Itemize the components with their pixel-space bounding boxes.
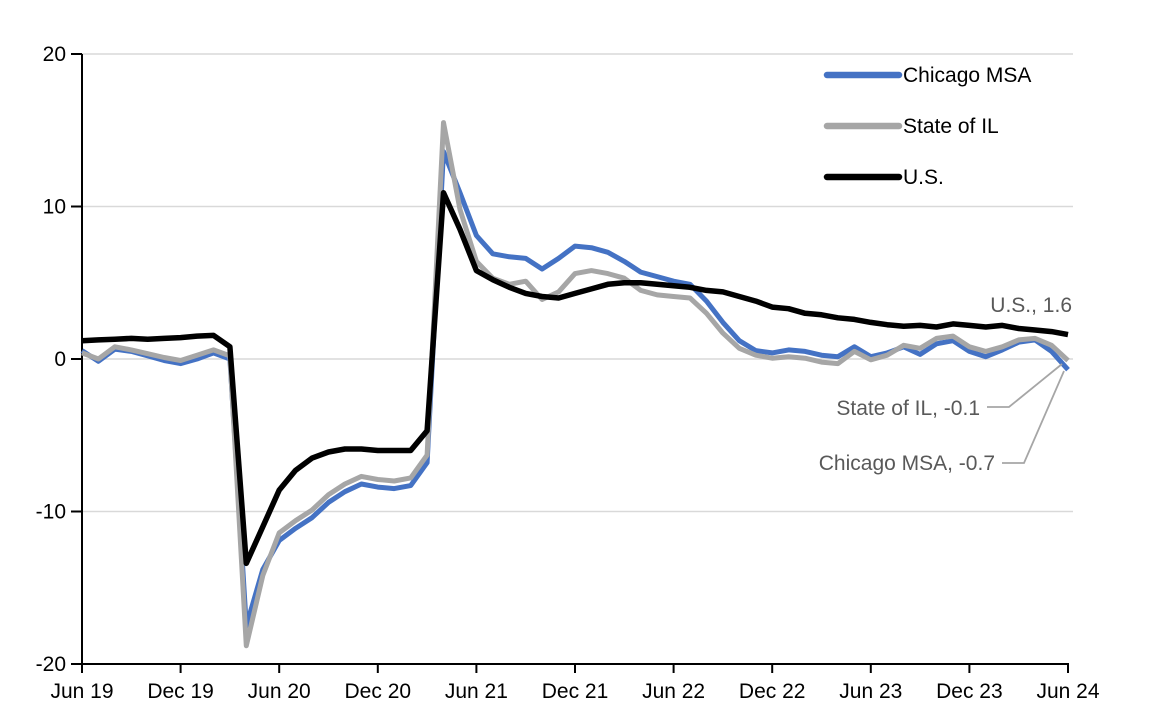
series-line-u-s [81,190,1069,567]
end-label-chicago-msa: Chicago MSA, -0.7 [819,452,995,475]
y-axis-label: 10 [43,196,66,219]
x-axis-label: Jun 23 [839,680,902,703]
series-lines [80,120,1070,649]
x-axis-label: Dec 21 [542,680,609,703]
x-axis-label: Jun 24 [1036,680,1099,703]
legend-label-u-s: U.S. [903,166,944,189]
x-axis-label: Dec 20 [345,680,412,703]
x-axis-label: Jun 22 [642,680,705,703]
end-label-u-s: U.S., 1.6 [990,294,1072,317]
y-axis-label: -10 [36,501,66,524]
x-axis-label: Jun 19 [50,680,113,703]
leader-line-chicago-msa [1002,370,1065,464]
x-axis-label: Dec 19 [147,680,214,703]
y-axis-label: 0 [54,348,66,371]
leader-line-state-of-il [987,363,1063,408]
gridlines [82,53,1073,513]
end-label-state-of-il: State of IL, -0.1 [836,397,980,420]
legend-label-chicago-msa: Chicago MSA [903,64,1031,87]
y-axis-label: 20 [43,43,66,66]
end-labels: U.S., 1.6 State of IL, -0.1 Chicago MSA, -… [819,294,1072,475]
legend-label-state-of-il: State of IL [903,115,999,138]
x-axis-label: Jun 21 [445,680,508,703]
y-axis-label: -20 [36,653,66,676]
series-line-state-of-il [81,120,1070,649]
x-axis-label: Dec 23 [936,680,1003,703]
legend: Chicago MSA State of IL U.S. [823,64,1031,189]
x-axis-label: Jun 20 [248,680,311,703]
axes: 20 10 0 -10 -20 Jun 19 Dec 19 Jun 20 Dec 20 Jun 2… [36,43,1100,703]
x-axis-label: Dec 22 [739,680,806,703]
